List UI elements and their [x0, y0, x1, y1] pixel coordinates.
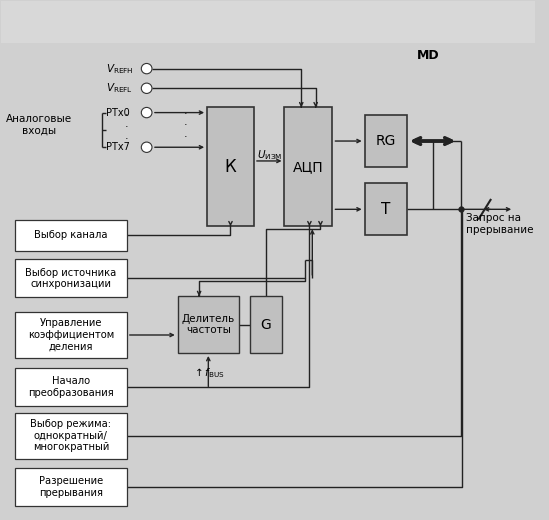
- Text: Начало
преобразования: Начало преобразования: [28, 376, 114, 398]
- Text: Управление
коэффициентом
деления: Управление коэффициентом деления: [27, 318, 114, 352]
- Text: $V_{\rm REFH}$: $V_{\rm REFH}$: [105, 62, 133, 75]
- Bar: [2, 2, 535, 43]
- Text: $\uparrow f_{\rm BUS}$: $\uparrow f_{\rm BUS}$: [192, 366, 225, 380]
- Text: К: К: [225, 158, 237, 176]
- Circle shape: [141, 83, 152, 94]
- Bar: [15, 468, 127, 505]
- Text: RG: RG: [376, 134, 396, 148]
- Text: АЦП: АЦП: [293, 160, 324, 174]
- Circle shape: [141, 142, 152, 152]
- Bar: [15, 219, 127, 251]
- Bar: [15, 311, 127, 358]
- Text: ·
·
·: · · ·: [184, 109, 187, 142]
- Text: PTx7: PTx7: [105, 142, 130, 152]
- Text: Т: Т: [381, 202, 390, 217]
- Text: Выбор канала: Выбор канала: [34, 230, 108, 240]
- Bar: [207, 108, 254, 226]
- Bar: [365, 184, 407, 235]
- Text: $U_{\rm ИЗМ}$: $U_{\rm ИЗМ}$: [256, 148, 282, 162]
- Text: ·
·
·: · · ·: [125, 110, 128, 144]
- Bar: [365, 115, 407, 167]
- Bar: [284, 108, 333, 226]
- Text: MD: MD: [417, 49, 440, 62]
- Text: $V_{\rm REFL}$: $V_{\rm REFL}$: [105, 82, 132, 95]
- Text: Выбор режима:
однократный/
многократный: Выбор режима: однократный/ многократный: [30, 419, 111, 452]
- Text: Аналоговые
входы: Аналоговые входы: [5, 114, 72, 135]
- Bar: [178, 296, 239, 353]
- Text: G: G: [260, 318, 271, 332]
- Text: Делитель
частоты: Делитель частоты: [182, 314, 235, 335]
- Circle shape: [141, 63, 152, 74]
- Text: Запрос на
прерывание: Запрос на прерывание: [466, 213, 534, 235]
- Text: PTx0: PTx0: [105, 108, 129, 118]
- Text: Разрешение
прерывания: Разрешение прерывания: [38, 476, 103, 498]
- Bar: [15, 412, 127, 459]
- Bar: [15, 368, 127, 406]
- Bar: [15, 259, 127, 297]
- Bar: [250, 296, 282, 353]
- Circle shape: [141, 108, 152, 118]
- Text: Выбор источника
синхронизации: Выбор источника синхронизации: [25, 268, 116, 289]
